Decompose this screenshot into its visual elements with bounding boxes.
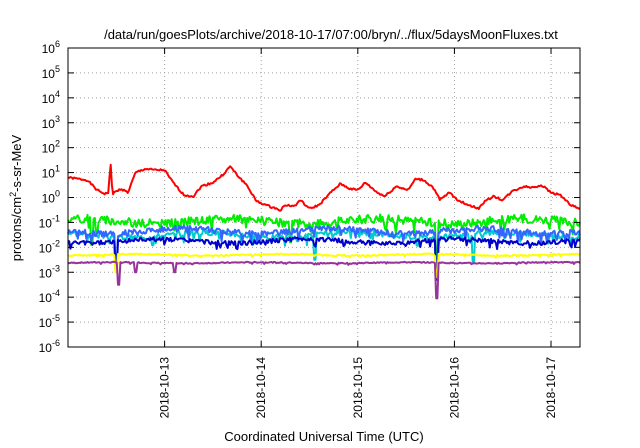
series-line: [67, 260, 581, 300]
y-tick-label: 10-3: [39, 263, 60, 280]
y-tick-base: 10: [42, 142, 56, 156]
x-tick-label: 2018-10-15: [351, 357, 365, 419]
y-tick-label: 10-6: [39, 338, 60, 355]
grid-lines: [68, 48, 580, 347]
y-axis-label-rest: -s-sr-MeV: [9, 134, 24, 191]
chart-title: /data/run/goesPlots/archive/2018-10-17/0…: [104, 27, 558, 42]
y-tick-exponent: -2: [52, 238, 60, 248]
y-axis-ticks: 10-610-510-410-310-210-11001011021031041…: [39, 39, 580, 355]
y-tick-exponent: 0: [55, 189, 60, 199]
y-tick-base: 10: [42, 92, 56, 106]
y-tick-label: 106: [42, 39, 60, 56]
y-tick-label: 100: [42, 189, 60, 206]
y-tick-exponent: -5: [52, 313, 60, 323]
y-tick-exponent: -4: [52, 288, 60, 298]
y-tick-exponent: -1: [52, 213, 60, 223]
y-tick-exponent: 3: [55, 114, 60, 124]
y-tick-exponent: 2: [55, 139, 60, 149]
y-tick-label: 10-5: [39, 313, 60, 330]
y-tick-exponent: 1: [55, 164, 60, 174]
x-axis-ticks: 2018-10-13 2018-10-14 2018-10-15 2018-10-16…: [158, 48, 558, 418]
y-tick-base: 10: [39, 341, 53, 355]
y-tick-label: 103: [42, 114, 60, 131]
series-line: [67, 224, 581, 274]
y-tick-base: 10: [42, 192, 56, 206]
x-tick-label: 2018-10-14: [254, 357, 268, 419]
y-tick-base: 10: [39, 316, 53, 330]
y-axis-label-main: protons/cm: [9, 197, 24, 261]
y-tick-base: 10: [42, 167, 56, 181]
x-tick-label: 2018-10-17: [544, 357, 558, 419]
y-tick-exponent: -3: [52, 263, 60, 273]
x-tick-label: 2018-10-13: [158, 357, 172, 419]
y-tick-base: 10: [39, 266, 53, 280]
y-tick-label: 104: [42, 89, 60, 106]
y-tick-exponent: 5: [55, 64, 60, 74]
y-tick-label: 102: [42, 139, 60, 156]
y-tick-label: 10-1: [39, 213, 60, 230]
x-tick-label: 2018-10-16: [447, 357, 461, 419]
y-tick-label: 10-2: [39, 238, 60, 255]
series-line: [67, 163, 581, 212]
y-tick-label: 105: [42, 64, 60, 81]
y-tick-exponent: 4: [55, 89, 60, 99]
y-tick-base: 10: [39, 216, 53, 230]
data-series: [67, 163, 581, 300]
series-line: [67, 235, 581, 281]
series-line: [67, 252, 581, 279]
y-tick-base: 10: [39, 291, 53, 305]
y-axis-label-sup: 2: [8, 192, 18, 197]
x-axis-label: Coordinated Universal Time (UTC): [224, 429, 423, 444]
y-tick-base: 10: [42, 117, 56, 131]
y-axis-label: protons/cm2-s-sr-MeV: [8, 134, 24, 261]
y-tick-base: 10: [42, 42, 56, 56]
y-tick-label: 101: [42, 164, 60, 181]
y-tick-exponent: -6: [52, 338, 60, 348]
y-tick-base: 10: [39, 241, 53, 255]
y-tick-label: 10-4: [39, 288, 60, 305]
y-tick-base: 10: [42, 67, 56, 81]
y-tick-exponent: 6: [55, 39, 60, 49]
